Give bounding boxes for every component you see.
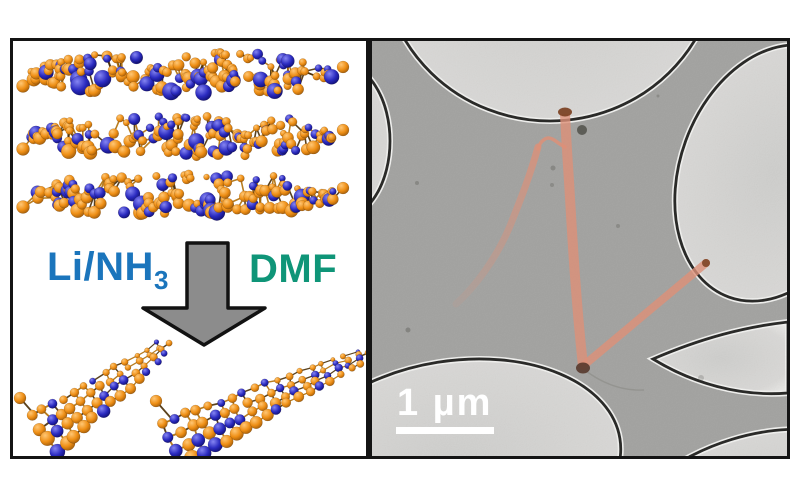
tem-specks (405, 94, 704, 381)
tem-nanoribbons (452, 107, 710, 391)
scale-bar-line (396, 427, 494, 434)
molecular-structures-graphic (13, 48, 366, 456)
crystal-sheet-1 (16, 48, 350, 101)
reagent-label: Li/NH3 (47, 247, 169, 293)
nanoribbon-structure-2 (149, 349, 366, 456)
reagent-label-subscript: 3 (153, 265, 169, 295)
scale-bar: 1 µm (396, 382, 494, 434)
crystal-sheet-2 (16, 112, 350, 162)
tem-image-panel: 1 µm (369, 38, 790, 459)
scale-bar-label: 1 µm (397, 382, 492, 424)
solvent-label: DMF (249, 247, 338, 291)
reaction-scheme-panel: Li/NH3 DMF (10, 38, 369, 459)
down-arrow-icon (141, 241, 267, 347)
crystal-sheet-3 (16, 169, 350, 221)
reagent-label-main: Li/NH (47, 245, 154, 289)
tem-micrograph: 1 µm (372, 41, 787, 456)
nanoribbon-structure-1 (13, 339, 173, 456)
crystal-structures (13, 48, 366, 456)
tem-content (372, 41, 787, 456)
